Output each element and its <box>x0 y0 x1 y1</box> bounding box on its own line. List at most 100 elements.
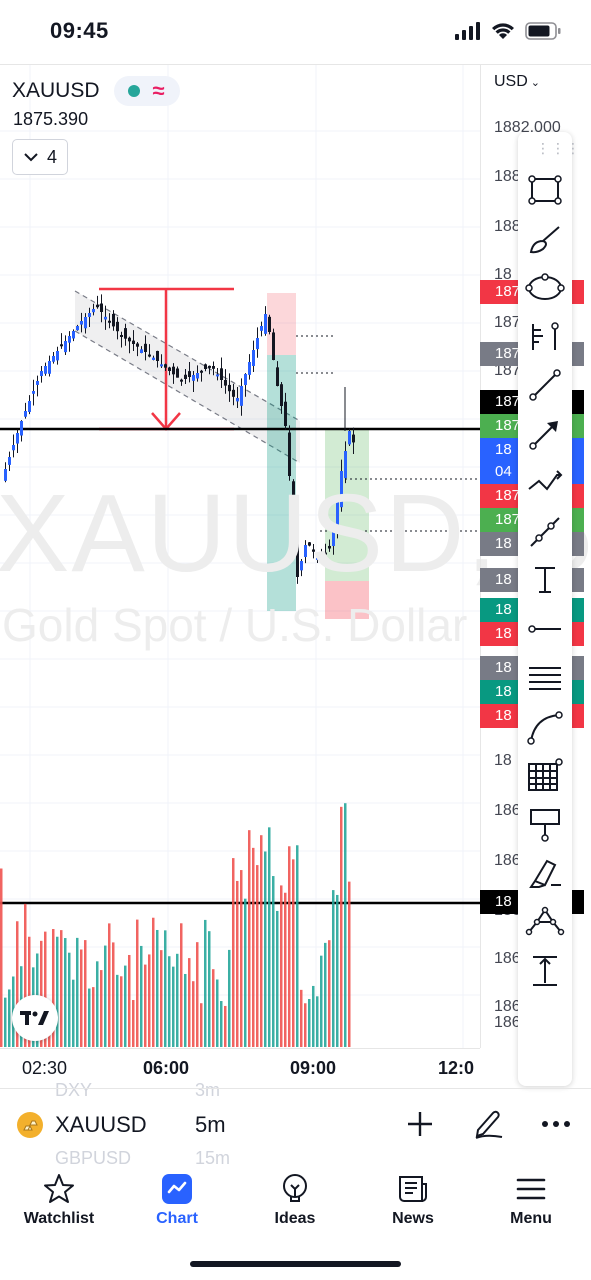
volume-bar <box>308 999 311 1047</box>
volume-bar <box>264 851 267 1047</box>
candle-body <box>260 326 263 331</box>
tool-rectangle[interactable] <box>525 170 565 210</box>
candle-body <box>56 351 59 361</box>
currency-selector[interactable]: USD ⌄ <box>494 73 540 91</box>
volume-bar <box>216 979 219 1047</box>
tool-extended-line[interactable] <box>525 512 565 552</box>
tool-text[interactable] <box>525 560 565 600</box>
symbol-bar <box>0 1088 591 1160</box>
candle-body <box>340 471 343 508</box>
drawing-tools-button[interactable] <box>470 1106 506 1142</box>
more-horizontal-icon <box>542 1121 570 1127</box>
ghost-symbol-bottom: GBPUSD <box>55 1148 132 1168</box>
ghost-interval-bottom: 15m <box>195 1148 231 1168</box>
candle-body <box>160 364 163 367</box>
tool-horizontal-ray[interactable] <box>525 609 565 649</box>
status-time: 09:45 <box>50 18 109 43</box>
market-status-pill[interactable]: ≈ <box>113 76 180 106</box>
volume-bar <box>240 870 243 1047</box>
time-label-1200: 12:0 <box>438 1058 475 1078</box>
status-bar: 09:45 <box>0 0 591 64</box>
position-stop-zone <box>267 293 296 355</box>
candle-body <box>316 557 319 560</box>
tool-pattern[interactable] <box>525 902 565 942</box>
volume-bar <box>16 921 19 1047</box>
candle-body <box>36 381 39 385</box>
legend-symbol[interactable]: XAUUSD <box>12 79 100 102</box>
price-axis-label: 187 <box>494 362 521 379</box>
volume-bar <box>76 937 79 1047</box>
time-axis[interactable] <box>0 1048 480 1088</box>
volume-bar <box>320 955 323 1047</box>
volume-bar <box>104 945 107 1047</box>
tool-highlighter[interactable] <box>525 853 565 893</box>
more-button[interactable] <box>538 1106 574 1142</box>
volume-bar <box>288 846 291 1047</box>
candle-body <box>84 317 87 329</box>
interval-selector[interactable]: 5m <box>195 1112 226 1137</box>
candle-body <box>60 344 63 347</box>
pitchfork-icon <box>532 322 559 351</box>
data-delay-icon: ≈ <box>152 78 165 103</box>
volume-bar <box>128 954 131 1047</box>
indicators-count: 4 <box>46 146 57 167</box>
price-axis[interactable] <box>480 64 591 1048</box>
volume-bar <box>204 919 207 1047</box>
symbol-selector[interactable]: XAUUSD <box>55 1112 147 1137</box>
volume-bar <box>148 954 151 1047</box>
nav-chart[interactable]: Chart <box>127 1172 227 1228</box>
nav-news[interactable]: News <box>363 1172 463 1228</box>
nav-menu-label: Menu <box>510 1210 552 1227</box>
volume-bar <box>72 979 75 1047</box>
candle-body <box>112 313 115 327</box>
volume-bar <box>156 929 159 1047</box>
indicators-toggle-button[interactable]: 4 <box>12 139 68 175</box>
volume-bar <box>328 940 331 1047</box>
tool-brush[interactable] <box>525 219 565 259</box>
chart-plot[interactable] <box>0 65 591 1088</box>
volume-bar <box>144 964 147 1047</box>
candle-body <box>200 370 203 373</box>
nav-ideas[interactable]: Ideas <box>245 1172 345 1228</box>
time-label-0230: 02:30 <box>22 1058 68 1078</box>
tool-arrow[interactable] <box>525 414 565 454</box>
volume-bar <box>232 858 235 1047</box>
tool-parallel-channel[interactable] <box>525 658 565 698</box>
volume-bar <box>4 997 7 1047</box>
tool-price-range[interactable] <box>525 951 565 991</box>
volume-bar <box>280 885 283 1047</box>
drag-handle-icon[interactable]: ⋮⋮⋮ <box>536 140 581 156</box>
ellipse-icon <box>525 272 565 300</box>
add-button[interactable] <box>402 1106 438 1142</box>
nav-menu[interactable]: Menu <box>481 1172 581 1228</box>
volume-bar <box>172 966 175 1047</box>
candle-body <box>348 431 351 445</box>
tradingview-logo[interactable]: TV <box>12 995 58 1041</box>
hamburger-menu-icon <box>516 1178 546 1200</box>
plus-icon <box>408 1112 432 1136</box>
nav-watchlist-label: Watchlist <box>23 1210 95 1227</box>
volume-bar <box>52 929 55 1047</box>
legend-header[interactable]: XAUUSD ≈ <box>12 76 180 106</box>
volume-bar <box>212 969 215 1047</box>
volume-bar <box>184 973 187 1047</box>
candle-body <box>252 350 255 367</box>
volume-bar <box>344 803 347 1047</box>
candle-body <box>132 340 135 344</box>
tool-ellipse[interactable] <box>525 268 565 308</box>
volume-bar <box>168 956 171 1047</box>
battery-icon <box>525 22 561 40</box>
tool-curve[interactable] <box>525 707 565 747</box>
tool-fib-grid[interactable] <box>525 756 565 796</box>
candle-body <box>72 331 75 339</box>
chart-canvas[interactable] <box>0 64 591 1088</box>
tool-note[interactable] <box>525 804 565 844</box>
candle-body <box>44 366 47 374</box>
volume-bar <box>284 892 287 1047</box>
ghost-symbol-top: DXY <box>55 1080 93 1100</box>
tool-path[interactable] <box>525 463 565 503</box>
volume-bar <box>196 942 199 1047</box>
tool-trendline[interactable] <box>525 365 565 405</box>
tool-pitchfork[interactable] <box>525 316 565 356</box>
nav-watchlist[interactable]: Watchlist <box>9 1172 109 1228</box>
